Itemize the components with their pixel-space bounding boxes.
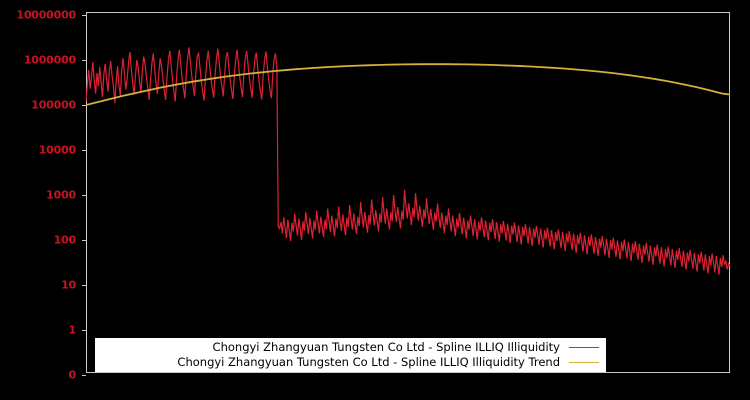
y-axis-tick-label: 10000000	[16, 8, 76, 22]
y-axis: 10000000 1000000 100000 10000 1000 100 10 1 0	[0, 0, 86, 400]
plot-area	[86, 12, 730, 373]
y-axis-tick-mark	[82, 240, 86, 241]
y-axis-tick-mark	[82, 375, 86, 376]
y-axis-tick-label: 1	[68, 323, 77, 337]
y-axis-tick-label: 1000000	[23, 53, 76, 67]
legend-item-illiquidity-trend: Chongyi Zhangyuan Tungsten Co Ltd - Spli…	[177, 355, 602, 370]
y-axis-tick-label: 100000	[31, 98, 76, 112]
y-axis-tick-label: 0	[68, 368, 77, 382]
y-axis-tick-label: 10000	[38, 143, 76, 157]
legend-label-illiquidity: Chongyi Zhangyuan Tungsten Co Ltd - Spli…	[212, 340, 560, 354]
y-axis-tick-label: 100	[53, 233, 77, 247]
series-trend-line	[86, 63, 730, 106]
y-axis-tick-mark	[82, 15, 86, 16]
legend-item-illiquidity: Chongyi Zhangyuan Tungsten Co Ltd - Spli…	[213, 340, 602, 355]
y-axis-tick-mark	[82, 150, 86, 151]
y-axis-tick-label: 1000	[46, 188, 76, 202]
y-axis-tick-mark	[82, 60, 86, 61]
series-illiquidity-line	[86, 47, 730, 275]
chart-legend: Chongyi Zhangyuan Tungsten Co Ltd - Spli…	[95, 338, 606, 372]
plot-canvas	[86, 47, 730, 275]
y-axis-tick-mark	[82, 105, 86, 106]
y-axis-tick-mark	[82, 195, 86, 196]
legend-swatch-illiquidity-trend	[569, 362, 599, 363]
legend-label-illiquidity-trend: Chongyi Zhangyuan Tungsten Co Ltd - Spli…	[177, 355, 560, 369]
y-axis-tick-label: 10	[61, 278, 76, 292]
y-axis-tick-mark	[82, 285, 86, 286]
legend-swatch-illiquidity	[569, 347, 599, 348]
y-axis-tick-mark	[82, 330, 86, 331]
